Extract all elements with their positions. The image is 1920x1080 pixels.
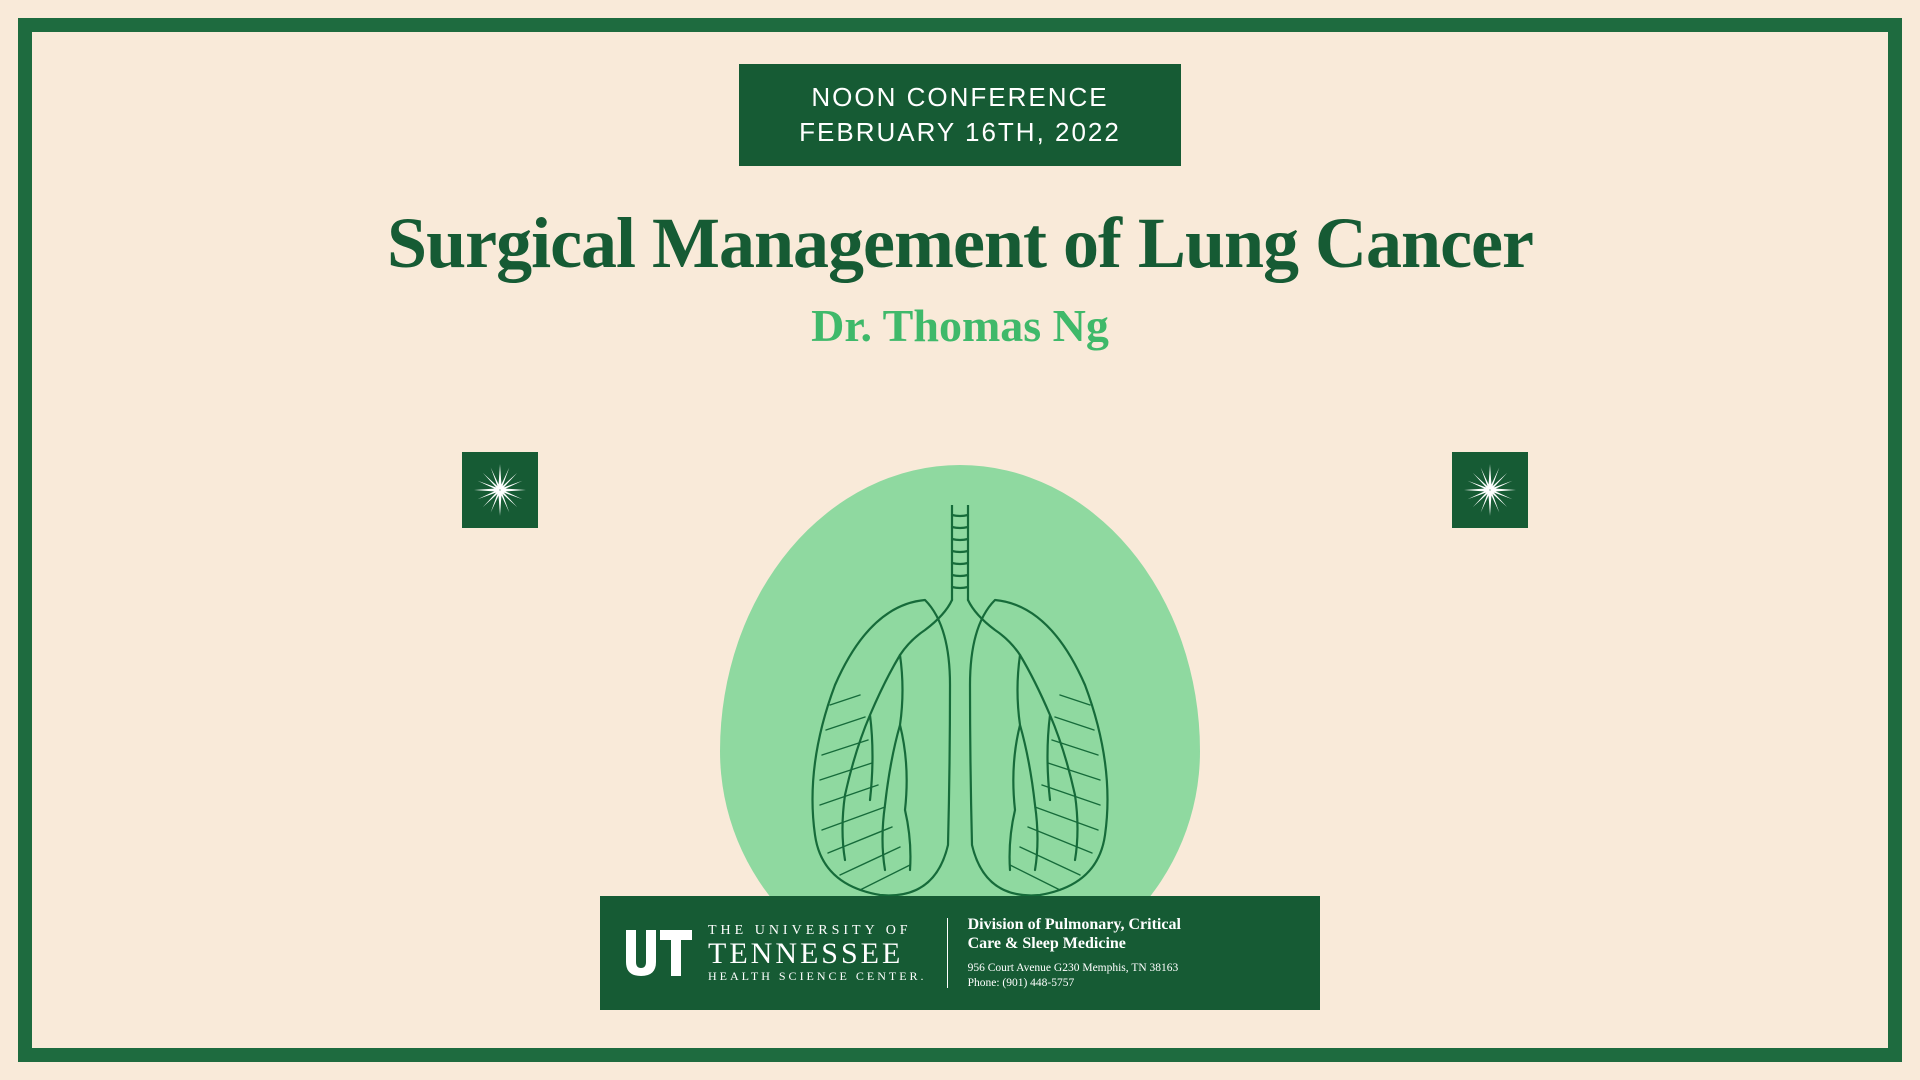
starburst-decoration-left: [462, 452, 538, 528]
university-line2: TENNESSEE: [708, 938, 927, 970]
header-banner: NOON CONFERENCE FEBRUARY 16TH, 2022: [739, 64, 1181, 166]
presentation-title: Surgical Management of Lung Cancer: [387, 202, 1533, 285]
footer-address-block: 956 Court Avenue G230 Memphis, TN 38163 …: [968, 961, 1181, 991]
footer-address: 956 Court Avenue G230 Memphis, TN 38163: [968, 961, 1181, 976]
division-name: Division of Pulmonary, Critical Care & S…: [968, 915, 1181, 953]
university-text: THE UNIVERSITY OF TENNESSEE HEALTH SCIEN…: [708, 924, 927, 983]
starburst-icon: [473, 463, 527, 517]
footer-phone: Phone: (901) 448-5757: [968, 976, 1181, 991]
lungs-icon: [750, 505, 1170, 905]
header-date: FEBRUARY 16TH, 2022: [799, 117, 1121, 148]
starburst-icon: [1463, 463, 1517, 517]
university-line3: HEALTH SCIENCE CENTER.: [708, 970, 927, 983]
inner-frame: NOON CONFERENCE FEBRUARY 16TH, 2022 Surg…: [18, 18, 1902, 1062]
footer-banner: THE UNIVERSITY OF TENNESSEE HEALTH SCIEN…: [600, 896, 1320, 1010]
header-conference-label: NOON CONFERENCE: [799, 82, 1121, 113]
outer-frame: NOON CONFERENCE FEBRUARY 16TH, 2022 Surg…: [0, 0, 1920, 1080]
university-logo-block: THE UNIVERSITY OF TENNESSEE HEALTH SCIEN…: [624, 924, 927, 983]
footer-divider: [947, 918, 948, 988]
starburst-decoration-right: [1452, 452, 1528, 528]
ut-logo-icon: [624, 924, 694, 982]
lung-illustration: [715, 465, 1205, 955]
university-line1: THE UNIVERSITY OF: [708, 924, 927, 939]
presenter-name: Dr. Thomas Ng: [811, 299, 1109, 352]
footer-contact: Division of Pulmonary, Critical Care & S…: [968, 915, 1181, 991]
